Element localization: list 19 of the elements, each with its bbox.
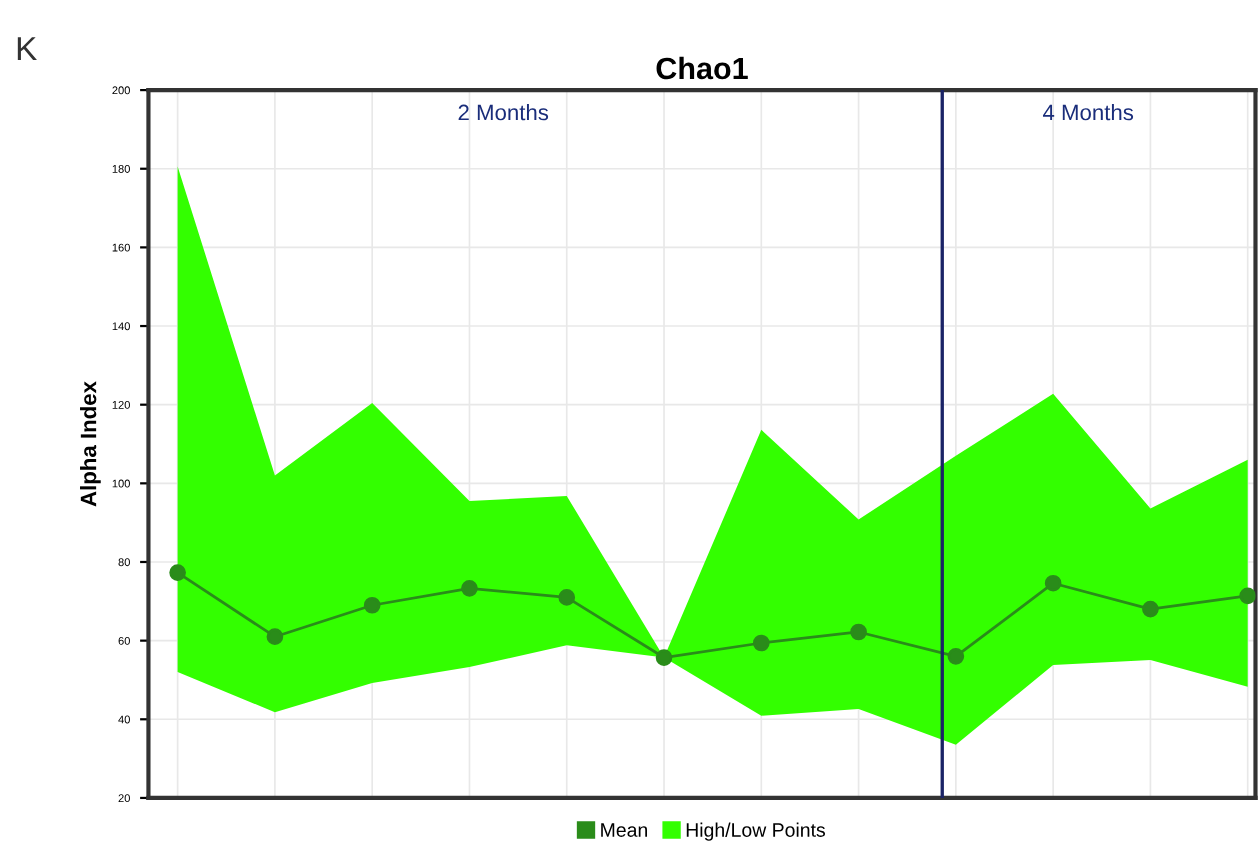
point: [947, 648, 965, 665]
point: [461, 580, 478, 597]
point: [655, 649, 673, 666]
text: K: [17, 37, 37, 61]
annotation: 2 Months: [458, 104, 549, 121]
annotation: 4 Months: [1042, 104, 1134, 121]
y-axis-title: Alpha Index: [80, 381, 101, 507]
point: [1142, 600, 1159, 618]
point: [1239, 587, 1256, 605]
point: [752, 634, 770, 652]
point: [1044, 574, 1062, 592]
chart-title: Chao1: [656, 56, 748, 80]
legend-label: High/Low Points: [686, 822, 825, 841]
point: [363, 596, 381, 614]
point: [850, 623, 867, 641]
point: [558, 589, 576, 606]
legend-label: Mean: [601, 823, 647, 837]
point: [266, 628, 284, 646]
point: [169, 564, 186, 581]
